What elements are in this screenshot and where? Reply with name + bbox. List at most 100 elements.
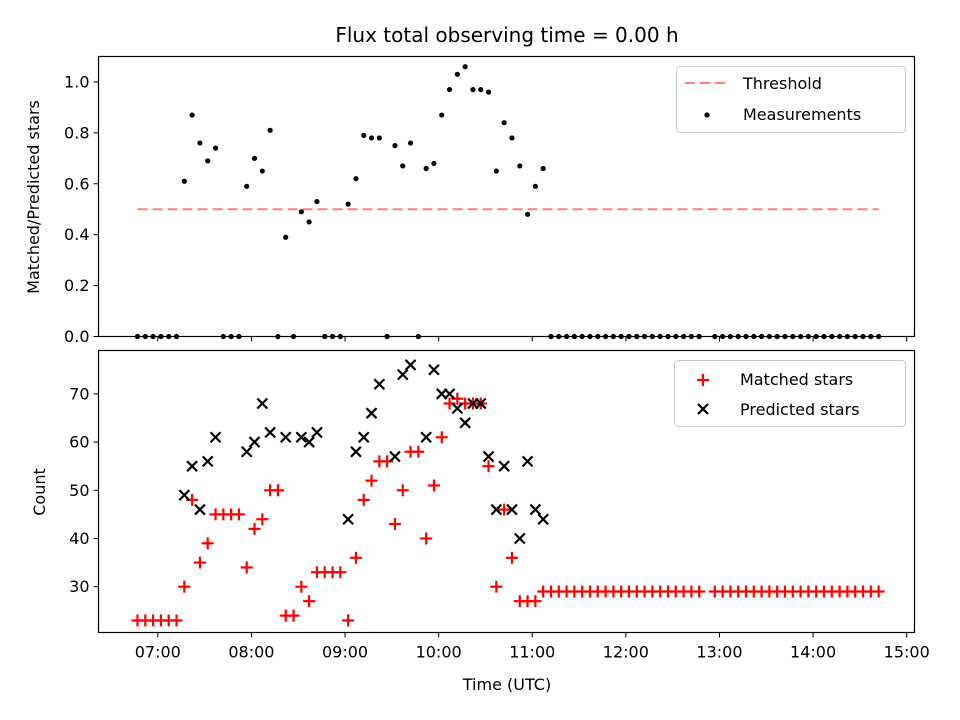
predicted-star-point — [537, 513, 549, 525]
top-y-tick-label: 0.4 — [64, 225, 89, 244]
matched-star-point — [427, 479, 440, 492]
predicted-star-point — [248, 436, 261, 448]
bottom-x-ticks: 07:00 08:00 09:00 10:00 11:00 12:00 13:00 14:00… — [135, 632, 930, 662]
bottom-axes-frame — [97, 349, 916, 634]
predicted-star-point — [209, 431, 222, 444]
measurement-point — [353, 176, 359, 182]
measurement-point — [306, 219, 312, 225]
measurement-point — [314, 198, 320, 205]
matched-star-point — [357, 493, 370, 506]
legend-matched-swatch — [697, 374, 709, 386]
measurement-point — [236, 333, 242, 340]
measurement-point — [837, 333, 843, 340]
top-y-tick-label: 1.0 — [64, 72, 89, 91]
legend-matched-label: Matched stars — [740, 370, 853, 389]
measurement-point — [774, 333, 780, 340]
top-x-ticks — [157, 336, 908, 342]
bottom-y-tick-label: 40 — [69, 529, 89, 548]
measurement-point — [556, 333, 562, 340]
measurement-point — [517, 163, 523, 169]
measurement-point — [782, 333, 788, 340]
matched-star-point — [271, 484, 284, 497]
measurement-point — [189, 112, 195, 118]
predicted-star-point — [264, 426, 276, 439]
matched-star-point — [178, 580, 191, 593]
measurement-point — [595, 333, 601, 340]
measurement-point — [501, 120, 507, 126]
measurement-point — [439, 112, 445, 118]
measurement-point — [719, 333, 726, 340]
measurement-point — [563, 333, 570, 340]
measurement-point — [337, 333, 343, 340]
measurement-point — [181, 178, 187, 184]
measurement-point — [868, 333, 874, 340]
measurement-point — [634, 333, 640, 340]
measurement-point — [251, 155, 258, 161]
matched-star-point — [287, 609, 300, 622]
bottom-y-tick-label: 70 — [69, 384, 89, 403]
measurement-point — [532, 183, 538, 189]
measurement-point — [407, 140, 414, 146]
measurement-point — [173, 333, 180, 340]
matched-star-point — [193, 556, 206, 569]
measurement-point — [610, 333, 616, 340]
measurement-point — [509, 135, 515, 141]
matched-star-point — [201, 537, 214, 550]
measurement-point — [205, 158, 211, 164]
measurement-point — [758, 333, 765, 340]
top-legend-box — [676, 66, 906, 133]
top-y-tick-label: 0.8 — [64, 123, 89, 142]
matched-star-point — [490, 580, 503, 593]
measurement-point — [665, 333, 671, 340]
measurement-point — [322, 333, 328, 340]
predicted-star-point — [186, 460, 198, 472]
measurement-point — [743, 333, 749, 340]
measurement-point — [673, 333, 679, 340]
predicted-star-point — [279, 431, 292, 444]
predicted-star-point — [389, 450, 401, 463]
bottom-y-tick-label: 60 — [69, 433, 89, 452]
predicted-star-point — [404, 359, 417, 371]
measurement-point — [641, 333, 648, 340]
measurement-point — [275, 333, 281, 340]
measurement-point — [618, 333, 624, 340]
measurement-point — [150, 333, 156, 340]
matched-star-point — [872, 585, 885, 598]
measurement-point — [688, 333, 694, 340]
bottom-panel: 30 40 50 60 70 07:00 08:00 09:00 10:00 11:00 12:0… — [30, 349, 930, 694]
measurement-point — [860, 333, 866, 340]
measurement-point — [142, 333, 148, 340]
measurement-point — [470, 86, 476, 93]
measurement-point — [524, 211, 531, 217]
top-y-axis-label: Matched/Predicted stars — [24, 100, 43, 294]
measurement-point — [361, 132, 367, 139]
measurement-point — [446, 86, 453, 93]
bottom-y-tick-label: 30 — [69, 577, 89, 596]
top-y-ticks: 0.0 0.2 0.4 0.6 0.8 1.0 — [64, 72, 99, 346]
measurement-point — [829, 333, 835, 340]
predicted-star-point — [350, 445, 362, 458]
measurement-point — [423, 165, 429, 172]
measurement-point — [478, 86, 484, 93]
x-tick-label: 09:00 — [322, 643, 368, 662]
bottom-y-tick-label: 50 — [69, 481, 89, 500]
measurement-point — [345, 201, 351, 207]
matched-star-point — [693, 585, 706, 598]
matched-star-point — [295, 580, 308, 593]
legend-threshold-label: Threshold — [742, 74, 822, 93]
legend-predicted-swatch — [697, 403, 709, 415]
measurement-point — [587, 333, 593, 340]
predicted-stars-points — [178, 359, 549, 545]
measurement-point — [485, 89, 492, 95]
measurement-point — [376, 135, 382, 141]
measurement-point — [462, 64, 468, 70]
measurement-point — [368, 135, 375, 141]
x-tick-label: 14:00 — [790, 643, 836, 662]
measurement-point — [790, 333, 796, 340]
top-y-tick-label: 0.2 — [64, 276, 89, 295]
bottom-y-axis-label: Count — [30, 468, 49, 516]
matched-star-point — [498, 503, 511, 516]
predicted-star-point — [529, 503, 542, 516]
top-y-tick-label: 0.0 — [64, 327, 89, 346]
measurement-points — [134, 64, 882, 340]
